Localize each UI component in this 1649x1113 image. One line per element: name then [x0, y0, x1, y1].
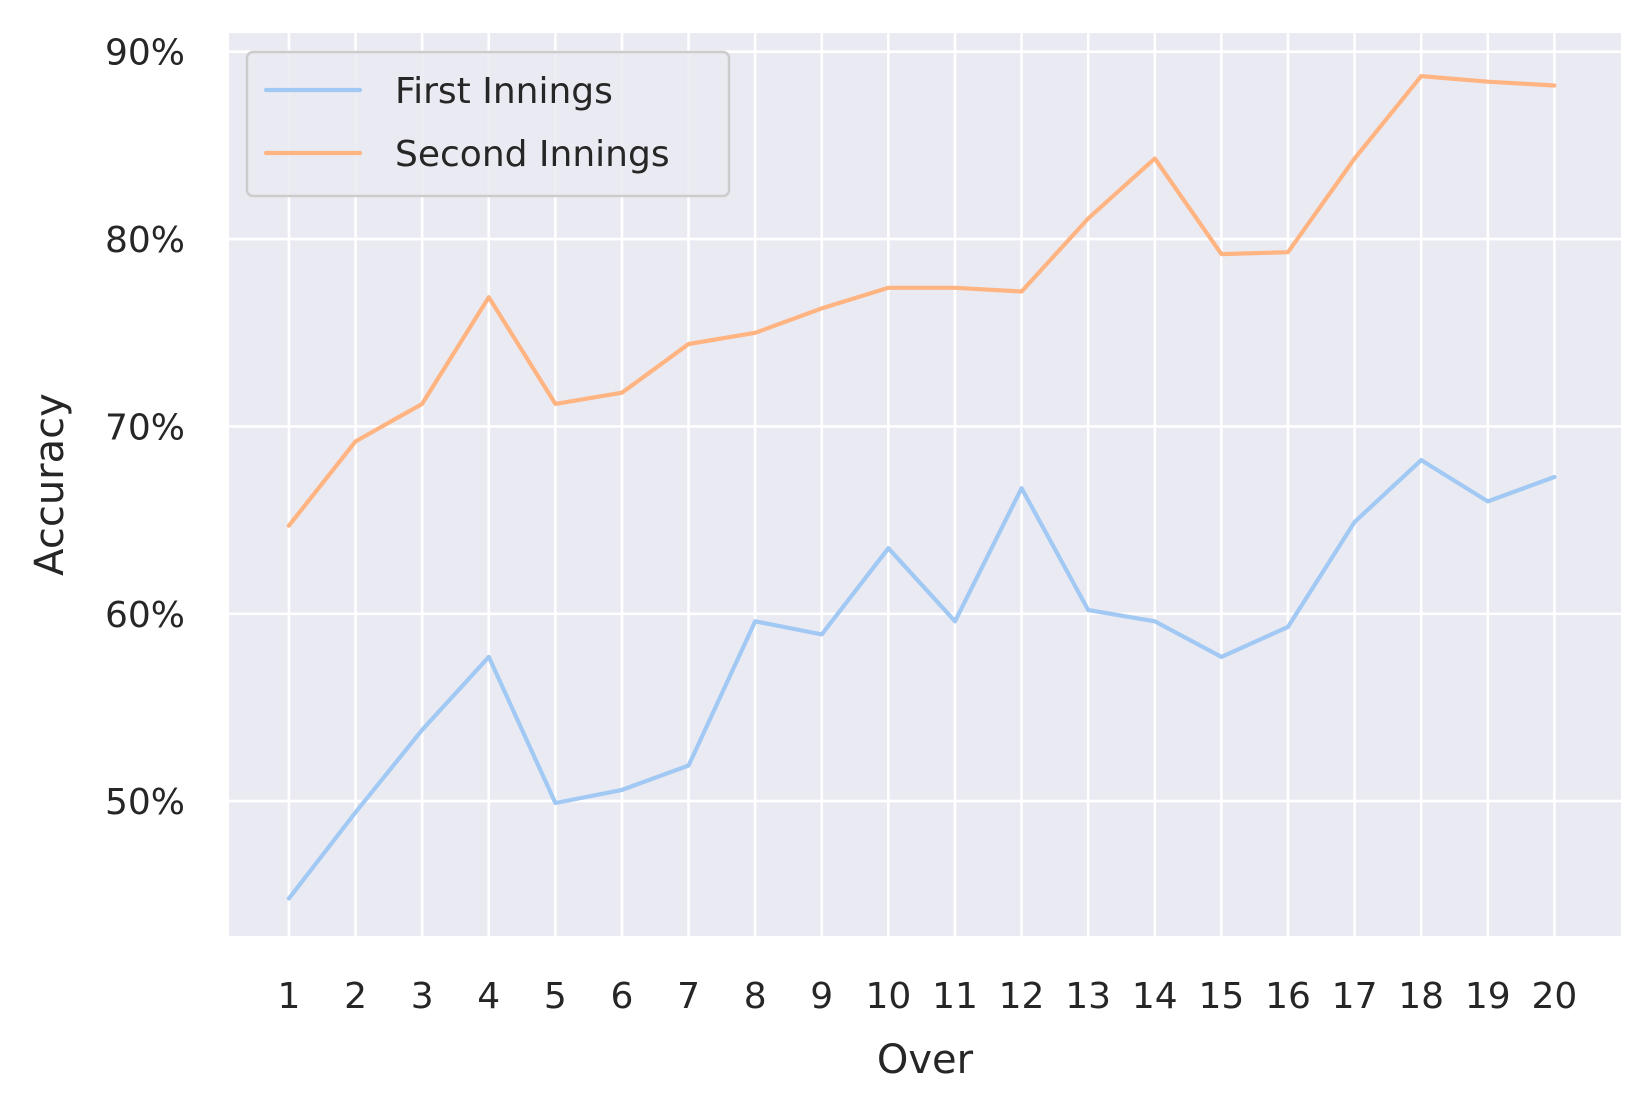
y-tick-label-80pct: 80% [105, 220, 185, 261]
y-tick-label-50pct: 50% [105, 782, 185, 823]
series-line-first-innings [286, 458, 1557, 901]
series-lines [286, 73, 1557, 901]
x-tick-label-8: 8 [744, 976, 767, 1017]
series-line-second-innings [286, 73, 1557, 528]
x-tick-label-12: 12 [999, 976, 1045, 1017]
x-tick-label-2: 2 [344, 976, 367, 1017]
x-tick-label-18: 18 [1398, 976, 1444, 1017]
y-tick-label-90pct: 90% [105, 33, 185, 74]
x-tick-label-17: 17 [1332, 976, 1378, 1017]
x-tick-label-9: 9 [810, 976, 833, 1017]
legend-label-second-innings: Second Innings [395, 134, 670, 175]
y-tick-label-70pct: 70% [105, 407, 185, 448]
legend-label-first-innings: First Innings [395, 71, 613, 112]
x-tick-label-10: 10 [865, 976, 911, 1017]
x-axis-label: Over [877, 1037, 974, 1083]
legend-box [245, 50, 731, 198]
y-axis-ticks: 50% 60% 70% 80% 90% [105, 33, 185, 823]
y-axis-label: Accuracy [27, 393, 73, 576]
x-tick-label-7: 7 [677, 976, 700, 1017]
x-tick-label-1: 1 [277, 976, 300, 1017]
x-tick-label-6: 6 [611, 976, 634, 1017]
x-tick-label-14: 14 [1132, 976, 1178, 1017]
x-tick-label-4: 4 [477, 976, 500, 1017]
x-tick-label-19: 19 [1465, 976, 1511, 1017]
x-tick-label-20: 20 [1531, 976, 1577, 1017]
x-tick-label-3: 3 [411, 976, 434, 1017]
x-tick-label-5: 5 [544, 976, 567, 1017]
x-tick-label-15: 15 [1198, 976, 1244, 1017]
y-tick-label-60pct: 60% [105, 595, 185, 636]
x-tick-label-11: 11 [932, 976, 978, 1017]
x-axis-ticks: 1 2 3 4 5 6 7 8 9 10 11 12 13 14 15 16 17 18 19 20 [277, 976, 1577, 1017]
x-tick-label-16: 16 [1265, 976, 1311, 1017]
x-tick-label-13: 13 [1065, 976, 1111, 1017]
legend: First Innings Second Innings [245, 50, 731, 198]
